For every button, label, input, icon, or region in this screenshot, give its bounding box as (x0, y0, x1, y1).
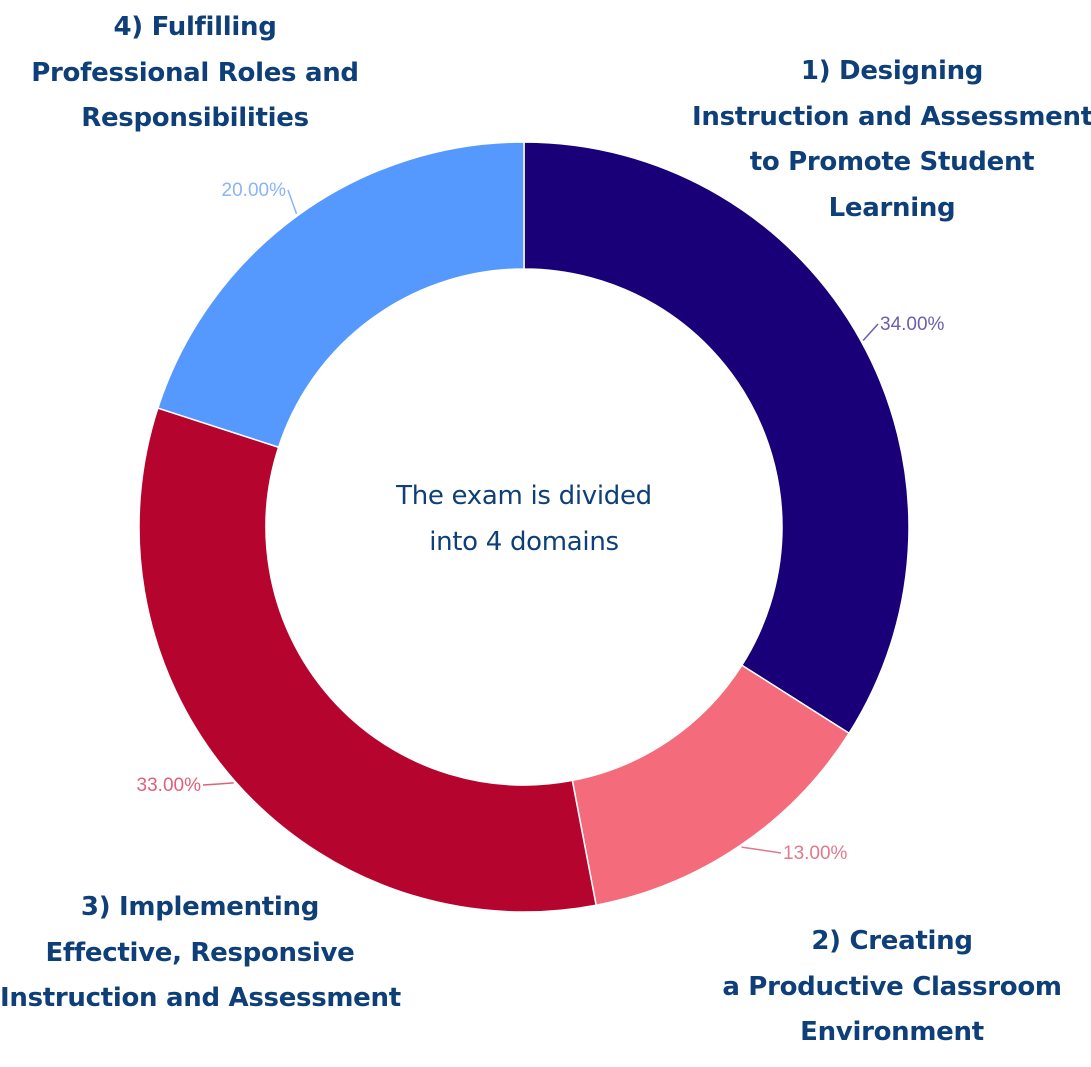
center-caption-line-2: into 4 domains (429, 527, 619, 557)
leader-line-3 (202, 782, 234, 786)
percentage-label-2: 13.00% (783, 843, 848, 864)
leader-lines (202, 189, 879, 854)
donut-slice-4 (156, 141, 525, 449)
percentage-label-3: 33.00% (137, 775, 202, 796)
label-domain-2-line-1: 2) Creating (811, 926, 973, 956)
label-domain-1-line-3: to Promote Student (749, 147, 1035, 177)
leader-line-4 (287, 189, 298, 215)
label-domain-3-line-1: 3) Implementing (80, 892, 320, 922)
label-domain-4-line-3: Responsibilities (81, 103, 309, 133)
leader-line-1 (862, 323, 879, 342)
label-domain-4: 4) Fulfilling Professional Roles and Res… (0, 5, 390, 142)
center-caption: The exam is divided into 4 domains (364, 473, 684, 565)
center-caption-line-1: The exam is divided (396, 481, 652, 511)
percentage-labels: 34.00% 13.00% 33.00% 20.00% (137, 180, 945, 864)
label-domain-4-line-2: Professional Roles and (31, 57, 359, 88)
label-domain-3-line-3: Instruction and Assessment (0, 983, 401, 1013)
label-domain-1-line-2: Instruction and Assessment (692, 101, 1091, 132)
label-domain-1-line-4: Learning (828, 192, 956, 223)
label-domain-1: 1) Designing Instruction and Assessment … (692, 49, 1091, 231)
label-domain-2-line-2: a Productive Classroom (722, 971, 1062, 1002)
label-domain-3: 3) Implementing Effective, Responsive In… (0, 885, 401, 1022)
label-domain-2-line-3: Environment (800, 1017, 984, 1047)
label-domain-3-line-2: Effective, Responsive (45, 937, 355, 968)
label-domain-1-line-1: 1) Designing (800, 56, 984, 86)
donut-slice-3 (138, 407, 598, 913)
leader-line-2 (741, 846, 782, 854)
donut-slices (138, 141, 910, 913)
donut-slice-1 (523, 141, 910, 735)
percentage-label-1: 34.00% (880, 314, 945, 335)
label-domain-4-line-1: 4) Fulfilling (113, 12, 277, 42)
percentage-label-4: 20.00% (222, 180, 287, 201)
label-domain-2: 2) Creating a Productive Classroom Envir… (712, 919, 1072, 1056)
